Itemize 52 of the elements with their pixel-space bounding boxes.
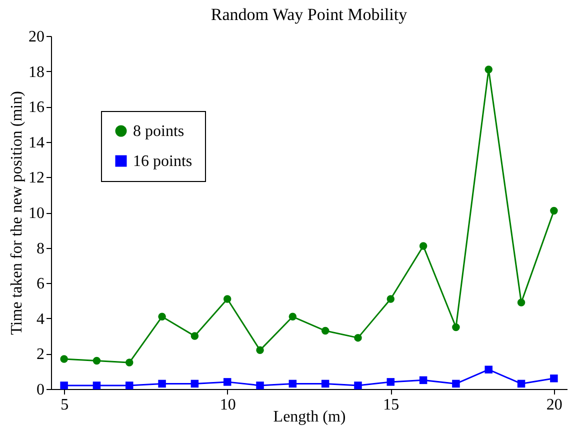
y-axis-title: Time taken for the new position (min) (8, 91, 26, 335)
x-tick-label: 15 (383, 396, 400, 414)
point (158, 380, 166, 388)
point (386, 378, 395, 386)
point (92, 382, 101, 390)
x-tick-label: 20 (546, 396, 562, 414)
point (452, 323, 460, 332)
point (321, 380, 330, 388)
x-axis-title: Length (m) (273, 408, 346, 426)
point (60, 382, 68, 390)
point (354, 334, 362, 342)
y-tick-label: 14 (28, 134, 44, 152)
legend-label: 8 points (133, 123, 184, 140)
x-tick-label: 10 (220, 396, 236, 414)
point (550, 206, 558, 215)
point (288, 380, 297, 388)
point (256, 382, 264, 390)
y-tick-label: 6 (36, 276, 44, 293)
point (517, 298, 526, 306)
point (321, 326, 330, 335)
point (92, 356, 101, 365)
point (126, 358, 134, 366)
point (354, 382, 362, 390)
point (158, 312, 166, 320)
y-tick-label: 2 (36, 346, 44, 364)
legend-label: 16 points (133, 153, 192, 170)
y-tick-label: 10 (28, 205, 44, 222)
point (223, 378, 232, 386)
point (419, 376, 428, 384)
x-tick-label: 5 (60, 396, 69, 414)
point (190, 332, 199, 340)
point (126, 382, 134, 390)
point (419, 242, 428, 250)
y-tick-label: 0 (36, 382, 44, 398)
point (484, 66, 492, 74)
y-tick-label: 4 (36, 310, 44, 328)
y-tick-label: 12 (28, 170, 44, 187)
y-tick-label: 20 (28, 28, 44, 46)
point (256, 346, 264, 354)
y-tick-label: 18 (28, 64, 44, 81)
point (517, 380, 526, 388)
chart-title: Random Way Point Mobility (210, 5, 408, 24)
point (550, 374, 558, 382)
point (288, 312, 297, 320)
point (190, 380, 199, 388)
y-tick-label: 16 (28, 99, 44, 116)
point (223, 295, 232, 303)
point (60, 355, 68, 363)
point (386, 295, 395, 303)
point (452, 380, 460, 388)
y-tick-label: 8 (36, 240, 44, 258)
point (484, 366, 492, 374)
